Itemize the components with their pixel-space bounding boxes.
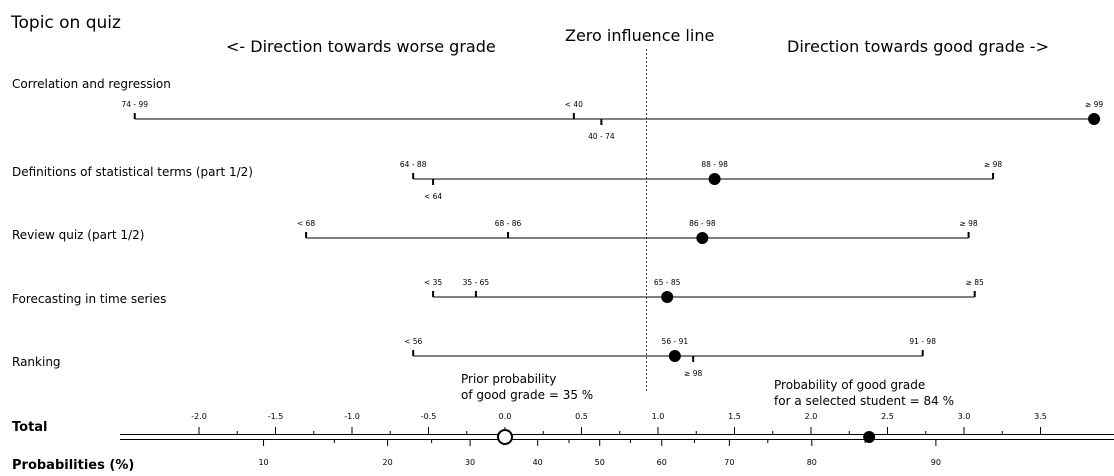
level-label: 40 - 74 (588, 132, 615, 141)
selected-level-marker (696, 232, 709, 244)
probability-tick-label: 60 (657, 458, 667, 467)
zero-influence-label: Zero influence line (565, 26, 714, 45)
variable-row: Review quiz (part 1/2) < 68 68 - 86 86 - 98… (12, 219, 978, 244)
total-tick-label: -2.0 (191, 412, 207, 421)
level-label: 56 - 91 (662, 337, 689, 346)
total-tick-label: -1.0 (344, 412, 360, 421)
level-label: < 56 (404, 337, 422, 346)
variable-name: Correlation and regression (12, 77, 171, 91)
total-label: Total (12, 420, 48, 435)
level-label: 74 - 99 (121, 100, 148, 109)
variable-rows: Correlation and regression 74 - 99 < 40 40 … (12, 77, 1103, 378)
student-probability-label-1: Probability of good grade (774, 378, 925, 392)
selected-level-marker (668, 350, 681, 362)
total-tick-label: 3.5 (1034, 412, 1047, 421)
probability-tick-label: 10 (258, 458, 268, 467)
level-label: < 64 (424, 192, 442, 201)
prior-probability-label-2: of good grade = 35 % (461, 388, 593, 402)
level-label: 91 - 98 (909, 337, 936, 346)
total-tick-label: 0.0 (499, 412, 512, 421)
variable-row: Correlation and regression 74 - 99 < 40 40 … (12, 77, 1103, 141)
student-probability-label-2: for a selected student = 84 % (774, 394, 954, 408)
level-label: 88 - 98 (701, 160, 728, 169)
level-label: ≥ 98 (684, 369, 702, 378)
variable-name: Forecasting in time series (12, 292, 166, 306)
variable-name: Definitions of statistical terms (part 1… (12, 165, 253, 179)
probability-axis: 10 20 30 40 50 60 70 80 90 (258, 439, 941, 467)
level-label: 65 - 85 (654, 278, 681, 287)
total-tick-label: -1.5 (268, 412, 284, 421)
selected-level-marker (708, 173, 721, 185)
level-label: ≥ 98 (959, 219, 977, 228)
probability-tick-label: 70 (724, 458, 734, 467)
total-tick-label: 0.5 (575, 412, 588, 421)
probability-tick-label: 20 (383, 458, 393, 467)
direction-right-label: Direction towards good grade -> (787, 37, 1049, 56)
level-label: 68 - 86 (495, 219, 522, 228)
total-tick-label: 2.5 (881, 412, 894, 421)
variable-name: Review quiz (part 1/2) (12, 228, 144, 242)
variable-row: Definitions of statistical terms (part 1… (12, 160, 1002, 201)
level-label: 35 - 65 (463, 278, 490, 287)
total-tick-label: 2.0 (805, 412, 818, 421)
total-tick-label: 3.0 (958, 412, 971, 421)
level-label: ≥ 98 (984, 160, 1002, 169)
level-label: 86 - 98 (689, 219, 716, 228)
variable-row: Ranking < 56 56 - 91 ≥ 98 91 - 98 (12, 337, 936, 378)
student-probability-marker (863, 431, 876, 443)
total-tick-label: 1.0 (652, 412, 665, 421)
level-label: ≥ 99 (1085, 100, 1103, 109)
prior-probability-label-1: Prior probability (461, 372, 556, 386)
variable-name: Ranking (12, 355, 61, 369)
probability-tick-label: 30 (465, 458, 475, 467)
level-label: < 35 (424, 278, 442, 287)
probability-tick-label: 90 (931, 458, 941, 467)
total-axis: -2.0 -1.5 -1.0 -0.5 0.0 0.5 1.0 1.5 2.0 2.5 3.0 3.5 (191, 412, 1047, 435)
probability-tick-label: 50 (595, 458, 605, 467)
direction-left-label: <- Direction towards worse grade (226, 37, 496, 56)
probabilities-label: Probabilities (%) (12, 458, 134, 473)
level-label: 64 - 88 (400, 160, 427, 169)
variable-row: Forecasting in time series < 35 35 - 65 65 … (12, 278, 984, 306)
total-tick-label: -0.5 (421, 412, 437, 421)
total-tick-label: 1.5 (728, 412, 741, 421)
level-label: < 40 (565, 100, 583, 109)
selected-level-marker (1088, 113, 1101, 125)
probability-tick-label: 40 (533, 458, 543, 467)
prior-probability-marker (497, 429, 513, 445)
probability-tick-label: 80 (807, 458, 817, 467)
chart-title: Topic on quiz (10, 13, 121, 33)
selected-level-marker (661, 291, 674, 303)
level-label: ≥ 85 (966, 278, 984, 287)
level-label: < 68 (297, 219, 315, 228)
